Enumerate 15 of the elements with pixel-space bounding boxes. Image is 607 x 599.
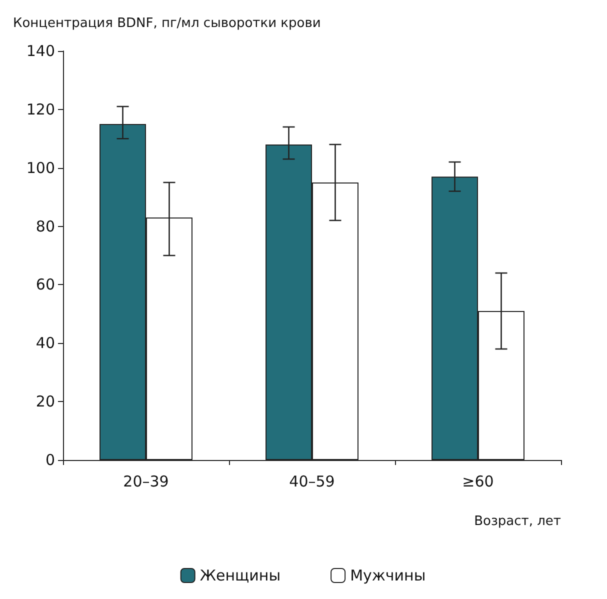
legend-label: Женщины — [200, 566, 281, 584]
y-tick-label: 60 — [36, 276, 55, 294]
y-tick-label: 80 — [36, 217, 55, 236]
y-tick-label: 20 — [36, 392, 55, 411]
x-axis-title: Возраст, лет — [474, 514, 562, 529]
x-tick-label: ≥60 — [462, 472, 494, 490]
legend-label: Мужчины — [350, 566, 426, 584]
chart-title: Концентрация BDNF, пг/мл сыворотки крови — [13, 16, 321, 31]
y-tick-label: 120 — [26, 100, 55, 118]
y-tick-label: 100 — [26, 158, 55, 177]
x-tick-label: 20–39 — [123, 472, 169, 490]
y-tick-label: 0 — [45, 451, 55, 469]
x-tick-label: 40–59 — [289, 472, 335, 490]
y-tick-label: 140 — [26, 42, 55, 60]
y-tick-label: 40 — [36, 334, 55, 352]
